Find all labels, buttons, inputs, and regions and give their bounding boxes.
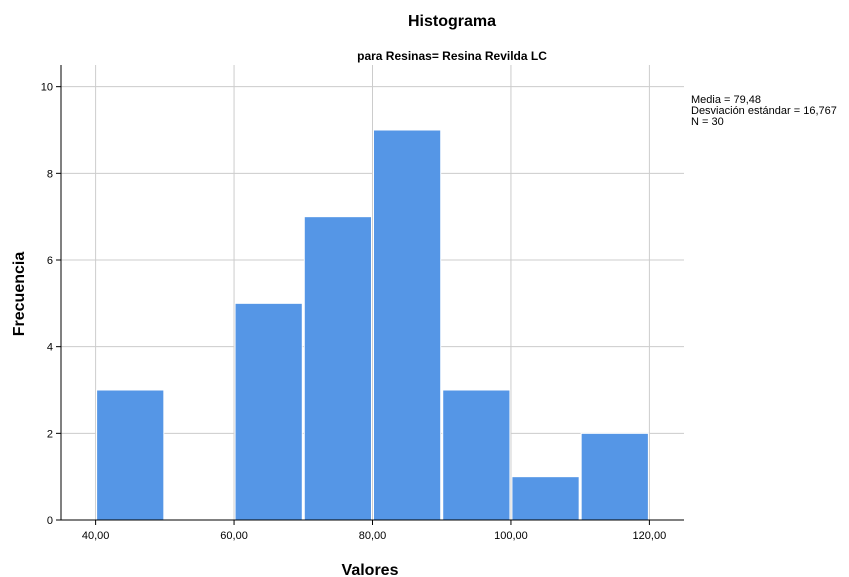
histogram-bar bbox=[580, 432, 649, 521]
y-tick-label: 8 bbox=[47, 168, 53, 180]
y-tick-label: 2 bbox=[47, 428, 53, 440]
chart-subtitle: para Resinas= Resina Revilda LC bbox=[357, 49, 547, 63]
y-tick-label: 10 bbox=[41, 82, 53, 94]
x-tick-label: 80,00 bbox=[359, 530, 387, 542]
histogram-bar bbox=[511, 476, 580, 521]
chart-title: Histograma bbox=[408, 13, 496, 30]
y-tick-label: 0 bbox=[47, 515, 53, 527]
x-axis-title: Valores bbox=[342, 562, 399, 577]
tick-labels: 0 2 4 6 8 10 40,00 60,00 80,00 100,00 120,00 bbox=[41, 82, 666, 542]
grid-lines bbox=[61, 65, 684, 520]
x-tick-label: 100,00 bbox=[494, 530, 528, 542]
x-tick-label: 120,00 bbox=[633, 530, 667, 542]
stats-mean: Media = 79,48 bbox=[691, 94, 761, 106]
stats-std-dev: Desviación estándar = 16,767 bbox=[691, 105, 837, 117]
x-tick-label: 40,00 bbox=[82, 530, 110, 542]
histogram-bar bbox=[234, 302, 303, 521]
y-axis-title: Frecuencia bbox=[11, 252, 28, 337]
y-tick-label: 6 bbox=[47, 255, 53, 267]
y-tick-label: 4 bbox=[47, 342, 53, 354]
stats-count: N = 30 bbox=[691, 116, 724, 128]
histogram-bar bbox=[96, 389, 165, 521]
histogram-bar bbox=[373, 129, 442, 521]
stats-box: Media = 79,48 Desviación estándar = 16,7… bbox=[691, 94, 837, 128]
histogram-bar bbox=[442, 389, 511, 521]
x-tick-label: 60,00 bbox=[220, 530, 248, 542]
histogram-bar bbox=[303, 216, 372, 521]
